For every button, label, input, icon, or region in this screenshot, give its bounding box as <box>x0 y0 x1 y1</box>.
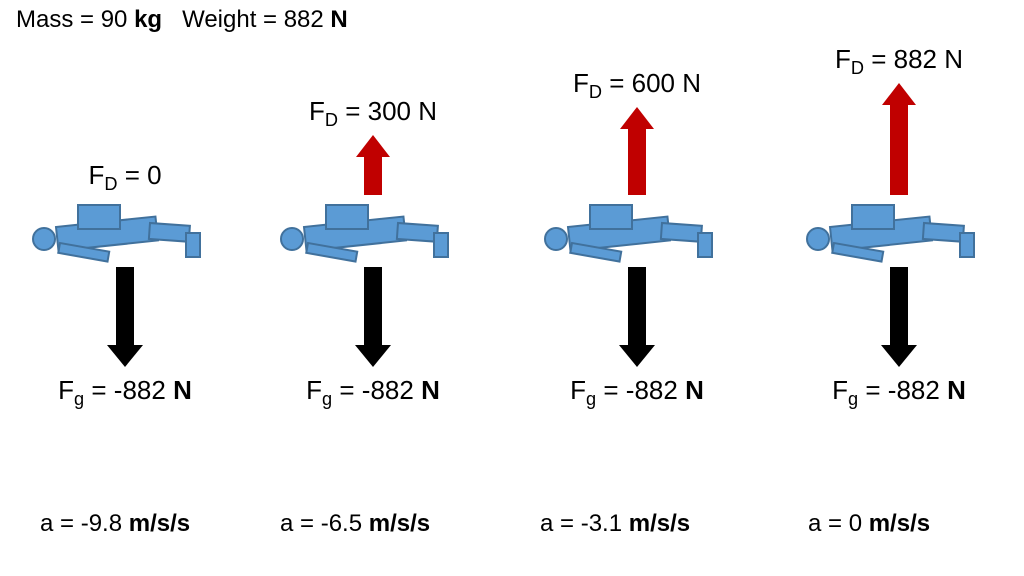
header-line: Mass = 90 kg Weight = 882 N <box>16 6 348 34</box>
drag-force-label: FD = 300 N <box>258 96 488 131</box>
drag-force-label: FD = 600 N <box>522 68 752 103</box>
drag-arrow <box>784 83 1014 195</box>
drag-force-label: FD = 882 N <box>784 44 1014 79</box>
acceleration-label-1: a = -9.8 m/s/s <box>40 510 190 538</box>
acceleration-label-4: a = 0 m/s/s <box>808 510 930 538</box>
gravity-force-label: Fg = -882 N <box>784 375 1014 410</box>
skydiver-figure <box>542 199 732 263</box>
mass-label: Mass = 90 <box>16 6 134 33</box>
stage-4: FD = 882 N Fg = -882 N <box>784 44 1014 410</box>
gravity-force-label: Fg = -882 N <box>258 375 488 410</box>
skydiver-figure <box>278 199 468 263</box>
stage-1: FD = 0 Fg = -882 N <box>10 160 240 410</box>
skydiver-figure <box>30 199 220 263</box>
gravity-arrow <box>258 267 488 367</box>
header-gap <box>162 6 182 33</box>
gravity-force-label: Fg = -882 N <box>522 375 752 410</box>
gravity-force-label: Fg = -882 N <box>10 375 240 410</box>
drag-arrow <box>522 107 752 195</box>
weight-label: Weight = 882 <box>182 6 330 33</box>
stage-2: FD = 300 N Fg = -882 N <box>258 96 488 410</box>
acceleration-label-3: a = -3.1 m/s/s <box>540 510 690 538</box>
drag-arrow <box>258 135 488 195</box>
stage-3: FD = 600 N Fg = -882 N <box>522 68 752 410</box>
gravity-arrow <box>10 267 240 367</box>
gravity-arrow <box>784 267 1014 367</box>
skydiver-figure <box>804 199 994 263</box>
mass-unit: kg <box>134 6 162 33</box>
weight-unit: N <box>330 6 347 33</box>
gravity-arrow <box>522 267 752 367</box>
acceleration-label-2: a = -6.5 m/s/s <box>280 510 430 538</box>
drag-force-label: FD = 0 <box>10 160 240 195</box>
